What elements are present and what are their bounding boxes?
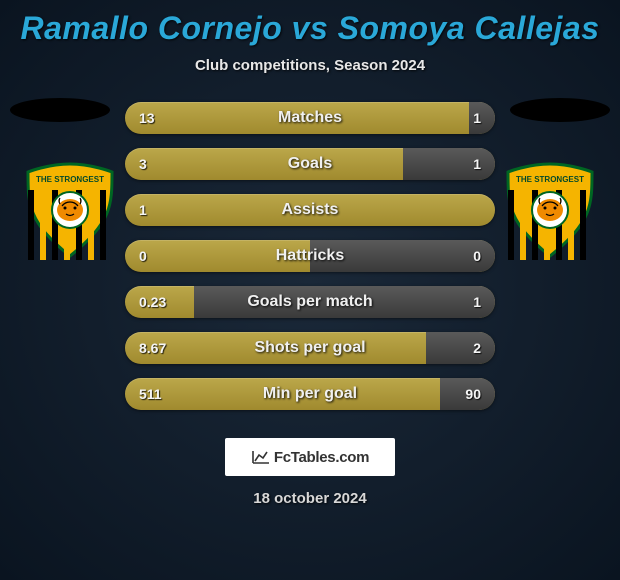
- stat-value-right: 2: [473, 340, 481, 356]
- stat-label: Goals: [125, 155, 495, 173]
- stat-value-right: 1: [473, 156, 481, 172]
- stats-container: Matches131Goals31Assists1Hattricks00Goal…: [125, 102, 495, 410]
- stat-value-left: 0: [139, 248, 147, 264]
- stat-value-right: 1: [473, 110, 481, 126]
- stat-value-left: 8.67: [139, 340, 166, 356]
- svg-text:THE STRONGEST: THE STRONGEST: [36, 175, 104, 184]
- brand-logo: FcTables.com: [225, 438, 395, 476]
- team-badge-left: THE STRONGEST: [20, 160, 120, 260]
- stat-value-left: 0.23: [139, 294, 166, 310]
- stat-row: Matches13 1: [125, 102, 495, 134]
- chart-icon: [251, 449, 271, 465]
- comparison-panel: THE STRONGEST THE STRONGEST Matches131Go…: [0, 102, 620, 410]
- shadow-right: [510, 98, 610, 122]
- subtitle: Club competitions, Season 2024: [0, 57, 620, 74]
- stat-label: Goals per match: [125, 293, 495, 311]
- team-badge-right: THE STRONGEST: [500, 160, 600, 260]
- stat-value-left: 1: [139, 202, 147, 218]
- stat-row: Hattricks0 0: [125, 240, 495, 272]
- svg-text:THE STRONGEST: THE STRONGEST: [516, 175, 584, 184]
- stat-label: Min per goal: [125, 385, 495, 403]
- stat-value-right: 0: [473, 248, 481, 264]
- stat-value-right: 90: [465, 386, 481, 402]
- stat-label: Assists: [125, 201, 495, 219]
- stat-value-left: 13: [139, 110, 155, 126]
- stat-value-right: 1: [473, 294, 481, 310]
- stat-label: Matches: [125, 109, 495, 127]
- stat-row: Goals3 1: [125, 148, 495, 180]
- stat-row: Min per goal511 90: [125, 378, 495, 410]
- page-title: Ramallo Cornejo vs Somoya Callejas: [0, 0, 620, 47]
- shadow-left: [10, 98, 110, 122]
- stat-value-left: 3: [139, 156, 147, 172]
- stat-row: Assists1: [125, 194, 495, 226]
- stat-value-left: 511: [139, 386, 162, 402]
- stat-row: Shots per goal8.67 2: [125, 332, 495, 364]
- brand-text: FcTables.com: [274, 449, 369, 466]
- stat-label: Hattricks: [125, 247, 495, 265]
- footer-date: 18 october 2024: [0, 490, 620, 507]
- stat-label: Shots per goal: [125, 339, 495, 357]
- stat-row: Goals per match0.23 1: [125, 286, 495, 318]
